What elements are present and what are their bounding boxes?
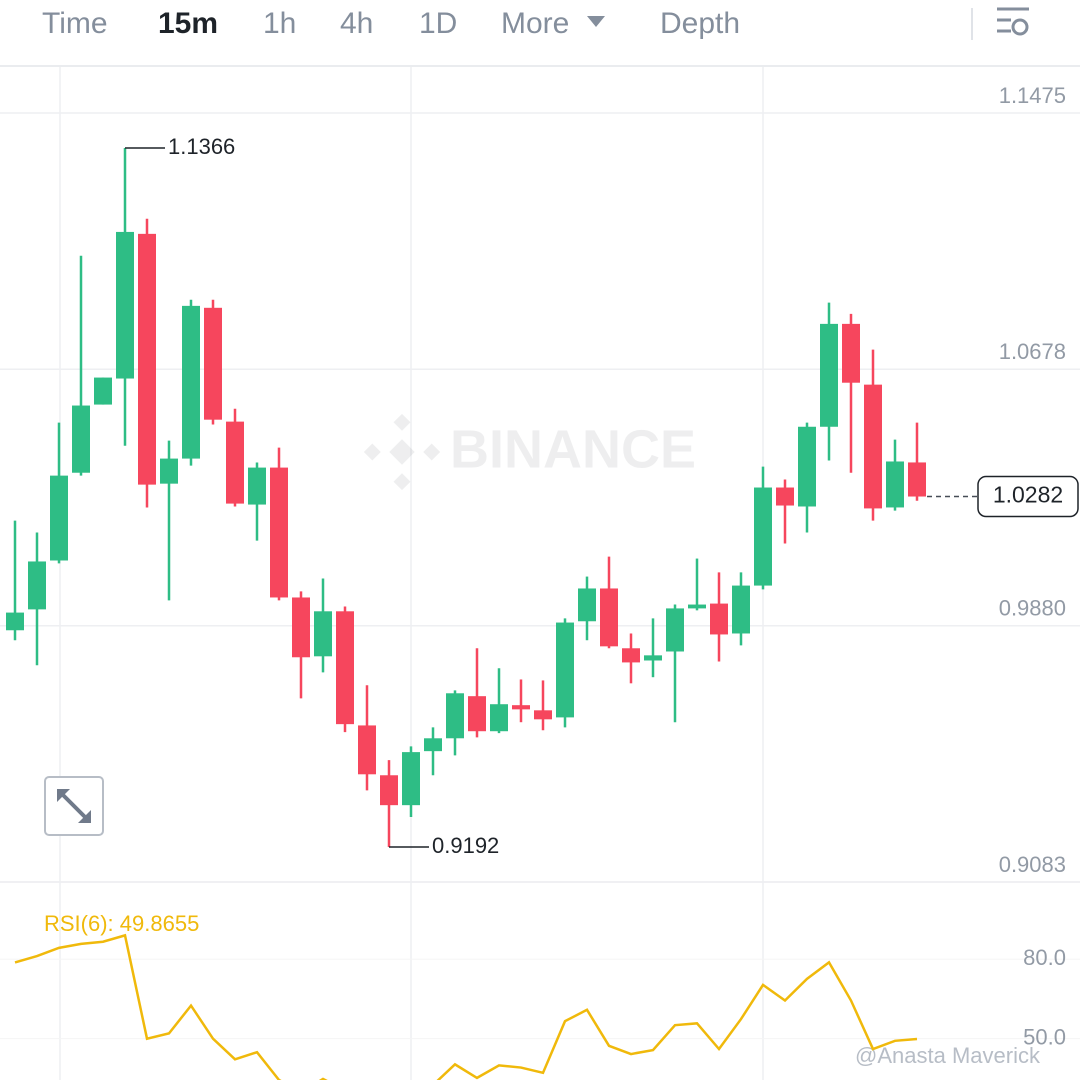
tab[interactable]: More (501, 7, 569, 40)
tab[interactable]: 1h (263, 7, 296, 40)
y-tick-label: 0.9880 (999, 596, 1066, 621)
credit: @Anasta Maverick (855, 1043, 1041, 1068)
candle-body (798, 426, 816, 507)
candle-body (138, 233, 156, 485)
candle-body (182, 305, 200, 459)
candle-body (578, 588, 596, 622)
candle-body (644, 655, 662, 661)
candle-body (534, 710, 552, 720)
candle-body (842, 323, 860, 383)
candle-body (270, 467, 288, 598)
min-marker-label: 0.9192 (432, 833, 499, 858)
candle-body (28, 561, 46, 610)
candle-body (666, 608, 684, 652)
candle-body (688, 604, 706, 609)
y-tick-label: 0.9083 (999, 852, 1066, 877)
candle-body (6, 612, 24, 631)
candle-body (732, 585, 750, 634)
rsi-label: RSI(6): 49.8655 (44, 911, 199, 936)
candle-body (908, 462, 926, 497)
watermark-text: BINANCE (450, 419, 696, 479)
candle-body (820, 323, 838, 427)
candle-body (424, 738, 442, 752)
candle-body (248, 467, 266, 505)
y-tick-label: 1.1475 (999, 83, 1066, 108)
candle-body (446, 693, 464, 739)
candle-body (754, 487, 772, 586)
tab[interactable]: 4h (340, 7, 373, 40)
rsi-tick-label: 80.0 (1023, 945, 1066, 970)
candle-body (600, 588, 618, 647)
y-tick-label: 1.0678 (999, 339, 1066, 364)
tab[interactable]: Time (42, 7, 108, 40)
candle-body (72, 405, 90, 473)
candle-body (512, 705, 530, 710)
last-price-label: 1.0282 (993, 482, 1063, 508)
candle-body (50, 475, 68, 561)
watermark: BINANCE (363, 413, 696, 491)
candle-body (468, 696, 486, 732)
tab[interactable]: Depth (660, 7, 740, 40)
rsi-tick-label: 50.0 (1023, 1024, 1066, 1049)
candle-body (314, 611, 332, 657)
candle-body (886, 461, 904, 508)
candle-body (402, 752, 420, 806)
candles (6, 148, 926, 847)
max-marker-label: 1.1366 (168, 134, 235, 159)
tab[interactable]: 1D (419, 7, 457, 40)
expand-icon[interactable] (57, 789, 91, 823)
candle-body (490, 704, 508, 732)
candle-body (292, 597, 310, 658)
candle-body (204, 307, 222, 420)
candle-body (710, 603, 728, 635)
candle-body (864, 384, 882, 509)
tab[interactable]: 15m (158, 7, 218, 40)
candle-body (776, 487, 794, 506)
settings-icon[interactable] (997, 7, 1029, 36)
candle-body (380, 775, 398, 806)
candle-body (160, 458, 178, 484)
candle-body (94, 377, 112, 405)
candle-body (358, 725, 376, 775)
candle-body (336, 611, 354, 725)
more-caret[interactable] (587, 16, 605, 27)
candle-body (116, 231, 134, 379)
candle-body (226, 421, 244, 504)
candle-body (556, 622, 574, 718)
candle-body (622, 648, 640, 663)
last-price-box (977, 475, 1079, 518)
rsi-line (14, 933, 918, 1080)
